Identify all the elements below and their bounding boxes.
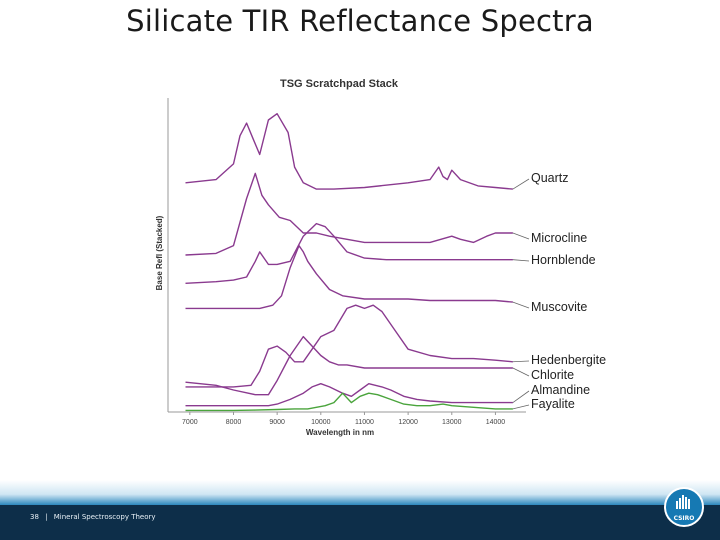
label-connector-microcline bbox=[512, 232, 530, 240]
series-label-chlorite: Chlorite bbox=[531, 368, 574, 382]
label-connector-fayalite bbox=[512, 404, 530, 410]
x-tick-label: 11000 bbox=[355, 419, 374, 426]
series-lines bbox=[185, 113, 513, 412]
label-connector-muscovite bbox=[512, 301, 530, 309]
series-label-fayalite: Fayalite bbox=[531, 397, 575, 411]
series-label-muscovite: Muscovite bbox=[531, 300, 587, 314]
series-label-hornblende: Hornblende bbox=[531, 253, 596, 267]
x-tick-label: 8000 bbox=[226, 419, 242, 426]
footer: 38 | Mineral Spectroscopy Theory bbox=[0, 480, 720, 540]
series-line-quartz bbox=[185, 113, 513, 190]
series-line-hornblende bbox=[185, 222, 513, 284]
chart-title: TSG Scratchpad Stack bbox=[280, 78, 399, 90]
x-tick-label: 14000 bbox=[486, 419, 506, 426]
series-line-almandine bbox=[185, 383, 513, 407]
label-connector-hedenbergite bbox=[512, 360, 530, 363]
x-tick-label: 10000 bbox=[311, 419, 331, 426]
slide-title: Silicate TIR Reflectance Spectra bbox=[126, 4, 594, 38]
label-connector-almandine bbox=[512, 390, 530, 403]
series-line-muscovite bbox=[185, 244, 513, 310]
csiro-logo-icon bbox=[676, 495, 690, 509]
x-axis-label: Wavelength in nm bbox=[306, 428, 374, 437]
x-tick-label: 13000 bbox=[442, 419, 462, 426]
footer-title: Mineral Spectroscopy Theory bbox=[53, 513, 156, 521]
logo-text: CSIRO bbox=[673, 515, 695, 522]
page-number: 38 bbox=[30, 513, 39, 521]
footer-gradient bbox=[0, 480, 720, 506]
footer-caption: 38 | Mineral Spectroscopy Theory bbox=[30, 513, 160, 521]
series-line-fayalite bbox=[185, 392, 513, 412]
series-labels: Quartz Microcline Hornblende Muscovite Heden… bbox=[512, 171, 606, 411]
label-connector-hornblende bbox=[512, 259, 530, 262]
series-label-quartz: Quartz bbox=[531, 171, 569, 185]
x-ticks: 7000 8000 9000 10000 11000 12000 13000 14000 bbox=[182, 412, 505, 426]
footer-separator: | bbox=[45, 513, 48, 521]
series-label-microcline: Microcline bbox=[531, 231, 587, 245]
spectra-chart: TSG Scratchpad Stack Base Refl (Stacked)… bbox=[155, 78, 606, 437]
series-line-microcline bbox=[185, 172, 513, 256]
x-tick-label: 12000 bbox=[398, 419, 418, 426]
label-connector-chlorite bbox=[512, 367, 530, 377]
x-tick-label: 7000 bbox=[182, 419, 198, 426]
series-line-chlorite bbox=[185, 335, 513, 396]
x-tick-label: 9000 bbox=[269, 419, 285, 426]
footer-band bbox=[0, 505, 720, 540]
y-axis-label: Base Refl (Stacked) bbox=[155, 215, 164, 290]
series-line-hedenbergite bbox=[185, 304, 513, 388]
series-label-hedenbergite: Hedenbergite bbox=[531, 353, 606, 367]
series-label-almandine: Almandine bbox=[531, 383, 590, 397]
csiro-logo: CSIRO bbox=[664, 487, 704, 527]
label-connector-quartz bbox=[512, 178, 530, 190]
